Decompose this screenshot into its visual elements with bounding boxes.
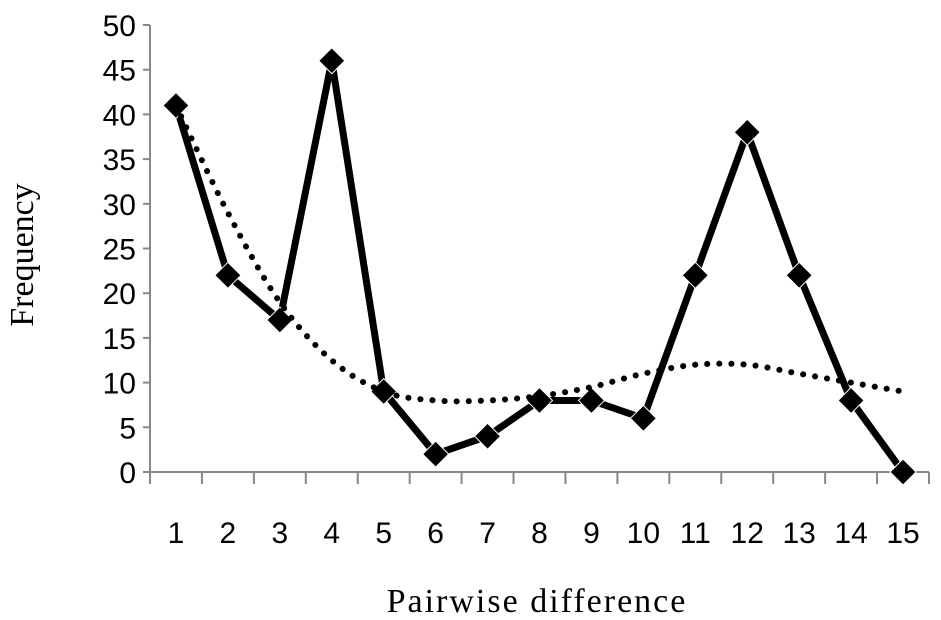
x-tick-label: 14 <box>834 517 867 550</box>
x-tick-label: 3 <box>271 517 288 550</box>
x-tick-label: 2 <box>220 517 237 550</box>
data-point-marker <box>214 261 242 290</box>
data-point-marker <box>421 440 450 468</box>
data-point-marker <box>837 386 865 415</box>
data-point-marker <box>266 306 294 334</box>
x-axis-title: Pairwise difference <box>387 583 688 620</box>
x-tick-label: 12 <box>731 517 764 550</box>
y-tick-label: 20 <box>103 278 136 311</box>
x-tick-label: 6 <box>427 517 444 550</box>
data-point-marker <box>577 386 606 415</box>
data-point-marker <box>733 118 761 146</box>
y-tick-label: 15 <box>103 323 136 356</box>
x-tick-label: 5 <box>375 517 392 550</box>
y-tick-label: 50 <box>103 10 136 43</box>
data-point-marker <box>681 261 710 290</box>
x-tick-label: 7 <box>479 517 496 550</box>
x-tick-label: 15 <box>886 517 919 550</box>
x-tick-label: 8 <box>531 517 548 550</box>
y-tick-label: 10 <box>103 368 136 401</box>
x-tick-label: 1 <box>168 517 185 550</box>
y-tick-label: 45 <box>103 55 136 88</box>
data-point-marker <box>473 422 502 450</box>
y-tick-label: 5 <box>119 412 136 445</box>
y-tick-label: 40 <box>103 99 136 132</box>
x-tick-label: 9 <box>583 517 600 550</box>
data-point-marker <box>318 47 346 75</box>
y-axis-title: Frequency <box>4 183 41 327</box>
y-axis: 0 5 10 15 20 25 30 35 40 45 50 <box>103 10 151 490</box>
data-point-marker <box>785 261 813 290</box>
y-tick-label: 25 <box>103 234 136 267</box>
trend-line-dotted <box>172 102 907 405</box>
x-tick-label: 4 <box>323 517 340 550</box>
y-tick-label: 0 <box>119 457 136 490</box>
x-tick-label: 13 <box>782 517 815 550</box>
x-axis: 1 2 3 4 5 6 7 8 9 10 11 12 13 14 15 <box>149 471 930 550</box>
x-tick-label: 11 <box>680 517 711 550</box>
series-layer <box>162 47 917 486</box>
data-point-marker <box>629 404 658 433</box>
x-tick-label: 10 <box>627 517 660 550</box>
data-point-marker <box>889 458 917 486</box>
y-tick-label: 35 <box>103 144 136 177</box>
y-tick-label: 30 <box>103 189 136 222</box>
